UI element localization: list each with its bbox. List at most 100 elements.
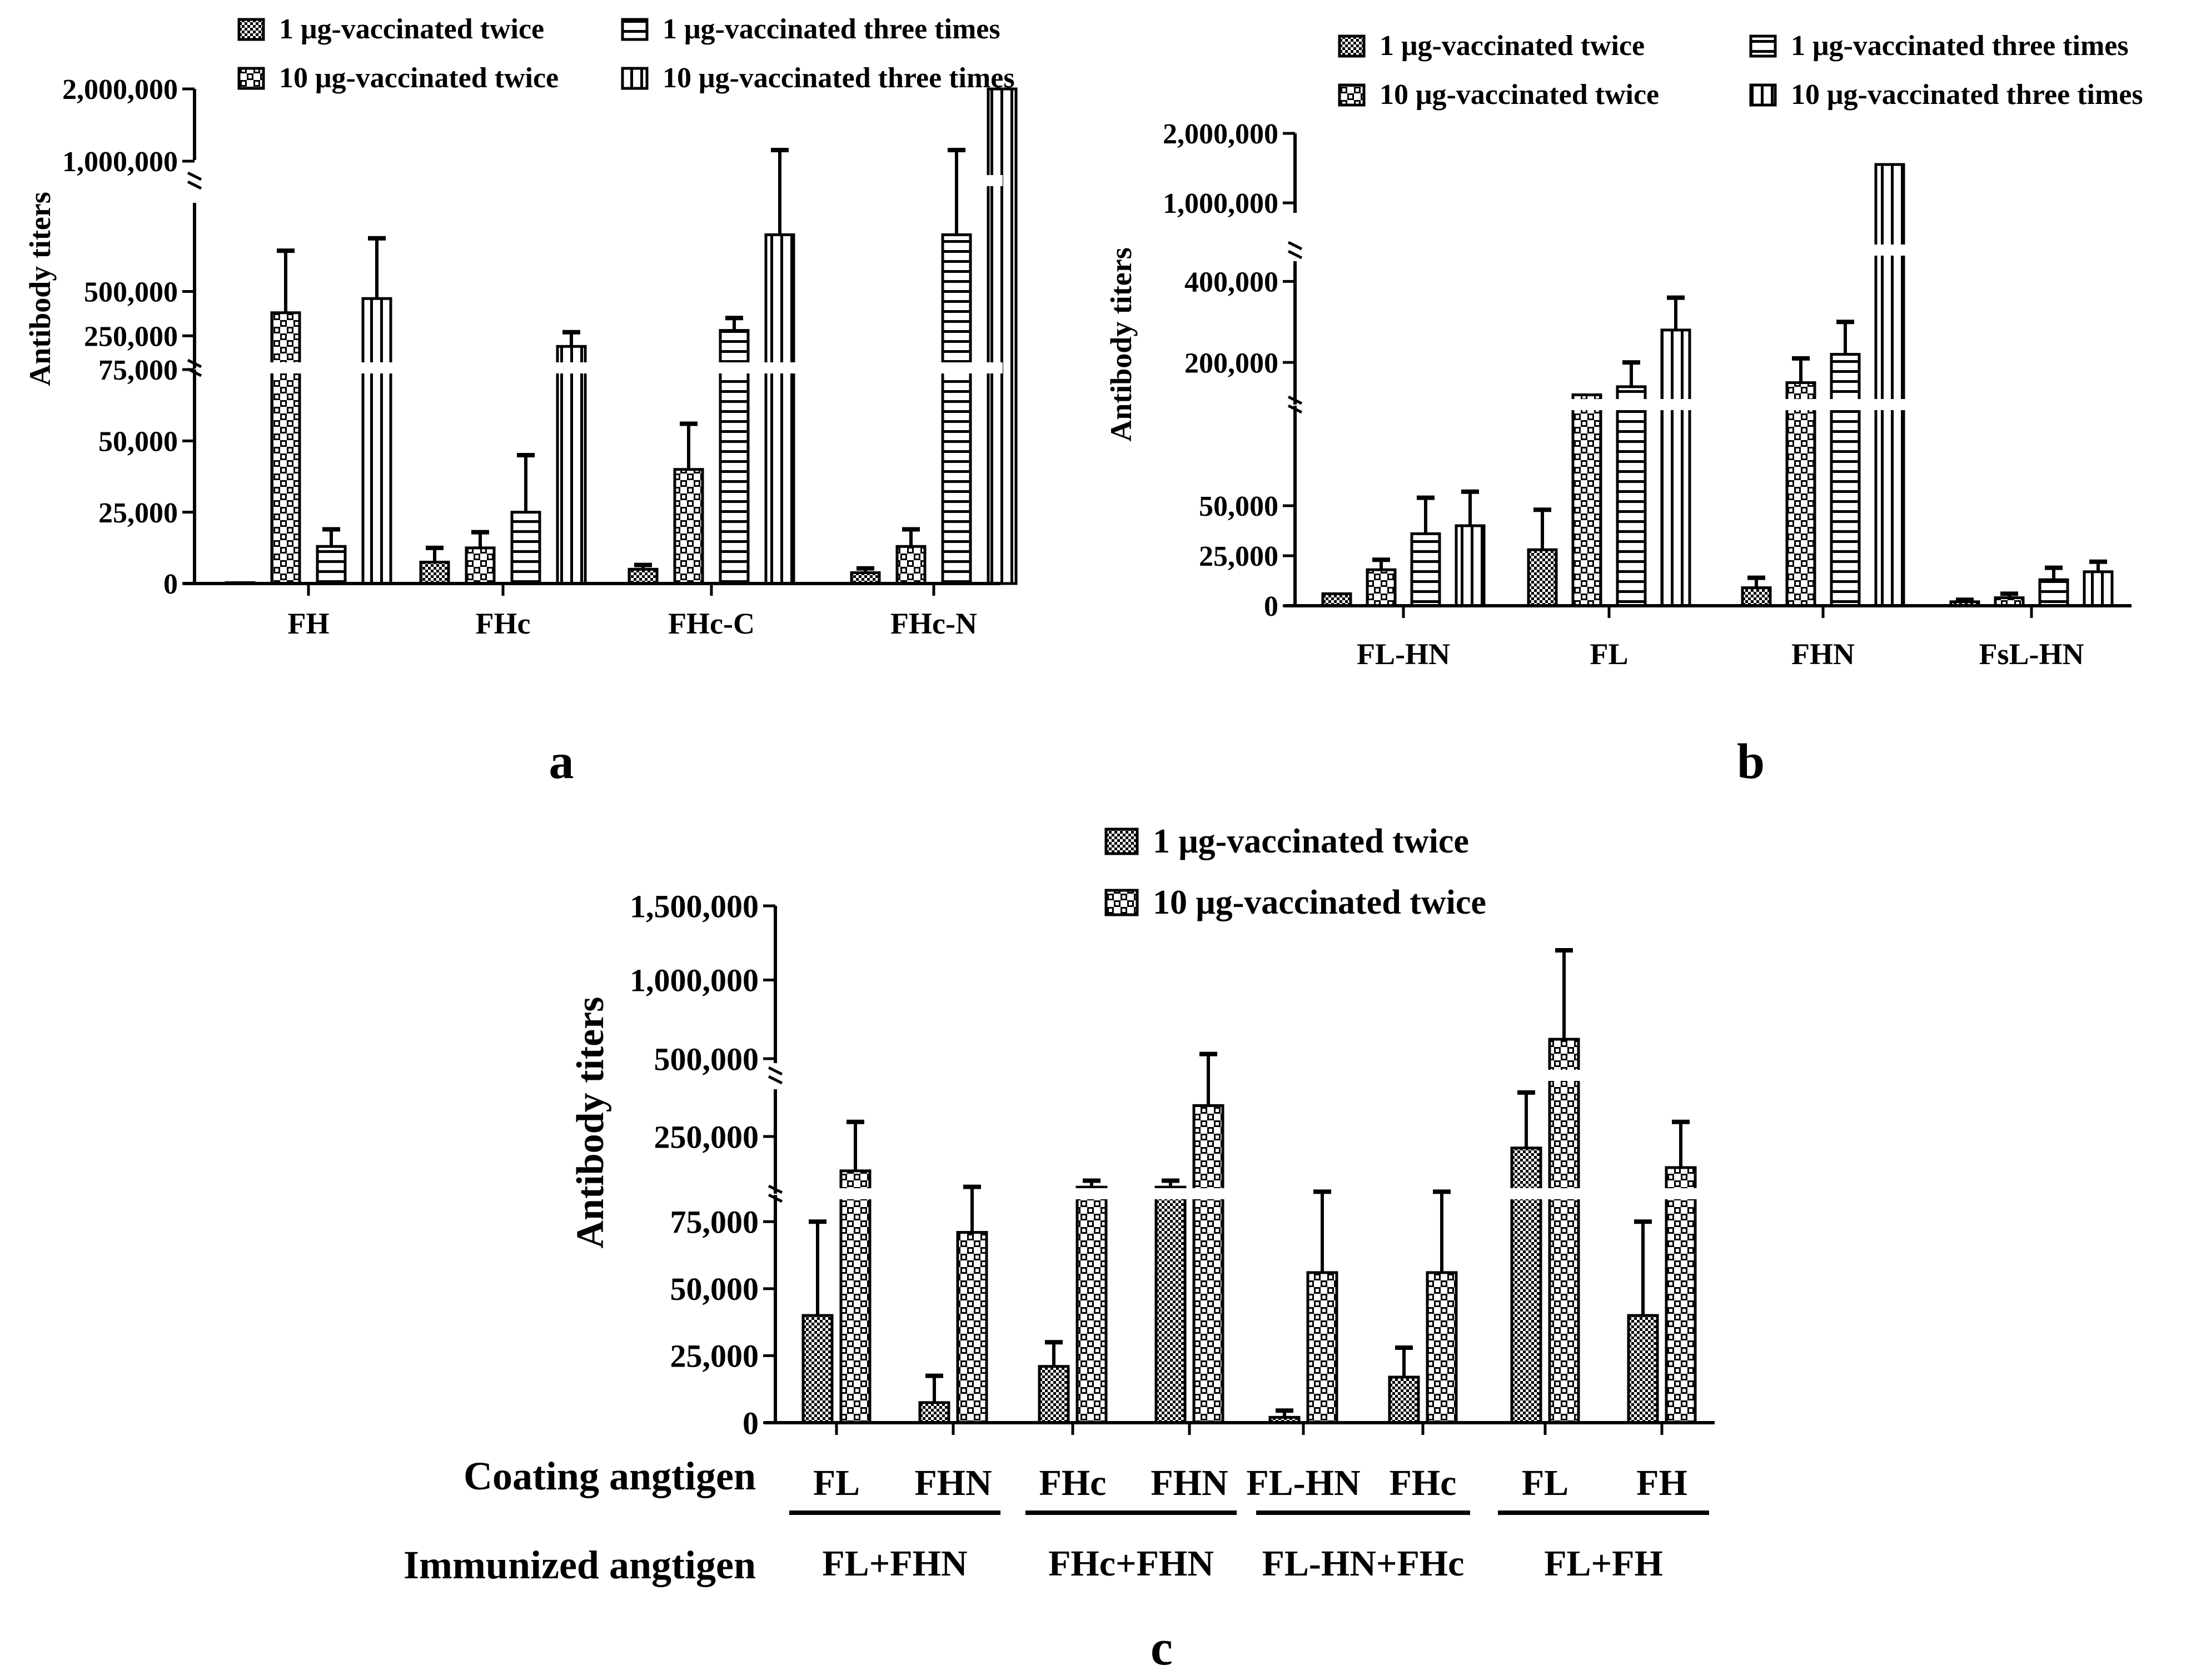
bar-fhc-hlines [510,511,541,585]
category-label: FsL-HN [1979,637,2084,671]
bar-fl-hn-vlines [1455,524,1486,607]
bar-fhc-fine-check [419,561,450,585]
panel-label: c [1151,1621,1173,1676]
y-tick-label: 400,000 [1184,267,1278,298]
immunized-group-label: FL+FH [1544,1543,1663,1584]
axis-break-mark [1287,404,1303,414]
axis-break-gap [1297,245,2134,256]
bars-group [801,1038,1697,1424]
legend-swatch-hlines [621,18,649,41]
category-label: FHc [1039,1463,1107,1503]
axis-break-mark [1287,250,1303,260]
panel-label: a [549,734,574,789]
bar-fl-fine-check [1527,548,1558,607]
category-label: FL-HN [1357,637,1450,671]
bar-fhc-n-big-check [895,545,927,585]
y-tick-label: 200,000 [1184,347,1278,379]
bars-group [1321,163,2114,607]
bar-fhn-fine-check [1741,586,1772,607]
legend-swatch-big-check [237,67,265,90]
category-label: FHc-N [890,607,977,640]
category-label: FHc [476,607,531,640]
y-tick-label: 75,000 [670,1204,759,1240]
bar-fl-big-check [839,1169,872,1424]
y-tick-label: 75,000 [98,355,178,386]
legend-swatch-fine-check [237,18,265,41]
legend: 1 μg-vaccinated twice 10 μg-vaccinated tw… [1104,822,1486,921]
bar-fhn-big-check [956,1231,988,1424]
bar-fl-hlines [1616,385,1647,607]
y-tick-label: 0 [743,1405,759,1441]
bar-fh-big-check [1665,1166,1697,1424]
axis-break-mark [1287,241,1303,251]
bar-fhc-c-vlines [764,233,795,585]
y-tick-label: 25,000 [98,497,178,529]
axis-break-mark [768,1193,783,1203]
bar-fhc-n-vlines [987,87,1018,585]
y-tick-label: 500,000 [84,277,178,308]
bar-fhc-vlines [556,345,587,585]
bar-fhc-big-check [1075,1185,1108,1424]
axis-break-gap [778,1188,1717,1199]
y-tick-label: 1,000,000 [1163,188,1278,220]
bar-fhc-n-hlines [941,233,972,585]
y-tick-label: 250,000 [84,321,178,352]
axis-break-gap [778,1070,1717,1081]
category-label: FHN [1151,1463,1228,1503]
bar-fhc-c-big-check [673,468,704,585]
legend-swatch-big-check [1338,83,1366,107]
bar-fh-vlines [361,297,392,585]
bars-group [225,87,1018,585]
bar-fhc-fine-check [1038,1365,1070,1424]
panel-label: b [1737,734,1765,789]
bar-fhn-fine-check [1154,1185,1187,1424]
y-tick-label: 25,000 [1199,541,1278,572]
category-label: FHN [1791,637,1855,671]
axis-break-mark [187,180,202,190]
bar-fsl-hn-vlines [2083,570,2114,607]
y-axis-title: Antibody titers [23,192,57,386]
bar-fhc-fine-check [1388,1375,1420,1424]
legend-swatch-vlines [1749,83,1777,107]
error-bars-group [1372,295,2107,602]
legend-label: 10 μg-vaccinated twice [279,62,559,94]
legend-label: 10 μg-vaccinated twice [1153,884,1486,921]
legend-swatch-hlines [1749,34,1777,58]
legend-label: 1 μg-vaccinated three times [663,13,1000,45]
axis-break-mark [187,358,202,368]
y-tick-label: 25,000 [670,1338,759,1374]
coating-antigen-label: Coating angtigen [464,1454,756,1498]
y-axis-title: Antibody titers [569,996,612,1248]
y-tick-label: 0 [1264,591,1278,622]
bar-fhc-c-fine-check [628,567,659,585]
axis-break-mark [1287,395,1303,405]
bar-fhn-vlines [1874,163,1905,607]
y-tick-label: 2,000,000 [1163,118,1278,150]
bar-fhc-big-check [465,546,496,585]
bar-fl-hn-big-check [1366,568,1397,607]
axis-break-mark [187,171,202,181]
category-label: FH [1636,1463,1687,1503]
bar-fl-vlines [1660,328,1691,607]
category-label: FHN [914,1463,992,1503]
legend-swatch-fine-check [1338,34,1366,58]
legend-label: 1 μg-vaccinated twice [279,13,544,45]
y-tick-label: 500,000 [654,1041,759,1077]
y-tick-label: 1,500,000 [630,888,759,924]
category-label: FH [288,607,330,640]
panel-b: 0 25,000 50,000 200,000 400,000 1,000,000 2,00… [1104,30,2143,789]
bar-fl-big-check [1548,1038,1580,1424]
axis-break-gap [197,175,1003,186]
legend-swatch-vlines [621,67,649,90]
axis-break-gap [197,362,1003,373]
category-label: FL [1522,1463,1568,1503]
bar-fl-hn-fine-check [1321,592,1352,607]
immunized-antigen-label: Immunized angtigen [404,1543,756,1587]
legend-label: 1 μg-vaccinated twice [1380,30,1645,62]
y-axis-title: Antibody titers [1104,247,1138,442]
y-tick-label: 250,000 [654,1119,759,1155]
y-tick-label: 0 [163,569,178,600]
panel-c: 0 25,000 50,000 75,000 250,000 500,000 1,000,0… [404,822,1717,1676]
bar-fhn-big-check [1785,381,1816,607]
